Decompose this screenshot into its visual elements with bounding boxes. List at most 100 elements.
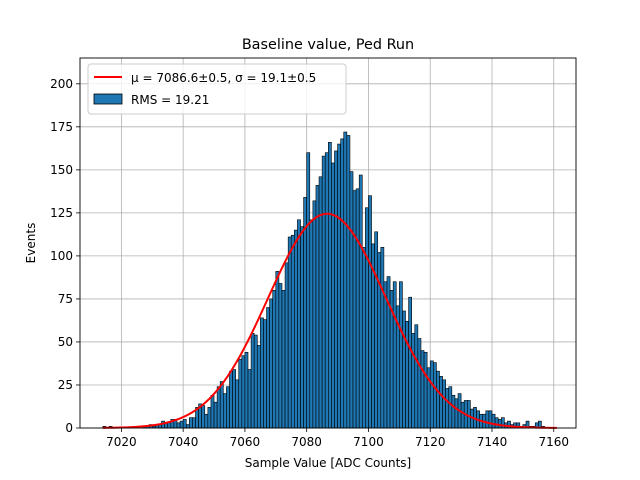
plot-frame bbox=[79, 57, 577, 429]
histogram-bar bbox=[392, 281, 397, 429]
histogram-bar bbox=[210, 395, 215, 429]
y-tick-label: 0 bbox=[65, 421, 73, 435]
histogram-bar bbox=[250, 333, 255, 429]
y-axis-label: Events bbox=[24, 223, 38, 264]
histogram-bar bbox=[260, 317, 264, 429]
histogram-bar bbox=[408, 296, 412, 429]
histogram-bar bbox=[337, 143, 341, 429]
x-tick-label: 7080 bbox=[291, 435, 322, 449]
histogram-bar bbox=[321, 155, 326, 429]
histogram-bar bbox=[312, 200, 317, 429]
histogram-bar bbox=[241, 355, 246, 429]
histogram-bar bbox=[328, 142, 332, 429]
histogram-bar bbox=[420, 350, 425, 429]
legend-hist-swatch bbox=[93, 93, 123, 105]
y-tick-label: 25 bbox=[58, 378, 73, 392]
histogram-bar bbox=[204, 413, 209, 429]
histogram-bar bbox=[331, 162, 335, 429]
histogram-bar bbox=[287, 236, 292, 429]
histogram-bar bbox=[460, 401, 465, 429]
histogram-bar bbox=[383, 281, 388, 429]
legend-fit-label: μ = 7086.6±0.5, σ = 19.1±0.5 bbox=[131, 71, 316, 85]
histogram-bar bbox=[238, 358, 243, 429]
histogram-bar bbox=[303, 197, 307, 429]
histogram-bar bbox=[263, 319, 267, 429]
histogram-bar bbox=[232, 369, 236, 429]
histogram-bar bbox=[235, 379, 240, 429]
histogram-bar bbox=[451, 395, 456, 429]
histogram-bar bbox=[324, 152, 329, 429]
histogram-bar bbox=[185, 424, 190, 429]
histogram-bar bbox=[219, 381, 224, 429]
histogram-bar bbox=[423, 351, 428, 429]
histogram-bar bbox=[213, 401, 218, 429]
histogram-bar bbox=[294, 229, 298, 429]
legend-box bbox=[87, 63, 347, 115]
histogram-bar bbox=[466, 400, 471, 429]
histogram-bar bbox=[179, 420, 184, 429]
x-tick-label: 7140 bbox=[477, 435, 508, 449]
histogram-bar bbox=[309, 219, 314, 429]
x-tick-label: 7040 bbox=[168, 435, 199, 449]
histogram-bar bbox=[399, 281, 403, 429]
histogram-bar bbox=[300, 226, 304, 429]
y-tick-label: 75 bbox=[58, 292, 73, 306]
histogram-bar bbox=[167, 422, 172, 429]
histogram-bar bbox=[226, 386, 230, 429]
y-tick-label: 200 bbox=[50, 77, 73, 91]
histogram-bar bbox=[417, 338, 422, 429]
histogram-bar bbox=[223, 393, 227, 429]
histogram-bar bbox=[433, 362, 437, 429]
histogram-bar bbox=[355, 188, 360, 429]
histogram-bar bbox=[368, 195, 372, 429]
histogram-bar bbox=[278, 283, 283, 429]
fit-curve bbox=[102, 212, 557, 429]
chart-title: Baseline value, Ped Run bbox=[242, 37, 414, 53]
histogram-bar bbox=[229, 370, 233, 429]
histogram-bar bbox=[402, 310, 406, 429]
histogram-bar bbox=[182, 419, 187, 429]
legend-hist-label: RMS = 19.21 bbox=[131, 93, 209, 107]
histogram-bar bbox=[491, 413, 496, 429]
histogram-bar bbox=[176, 422, 181, 429]
histogram-bar bbox=[448, 386, 453, 429]
x-tick-label: 7160 bbox=[538, 435, 569, 449]
histogram-bar bbox=[244, 351, 249, 429]
histogram-bar bbox=[346, 135, 351, 429]
x-tick-label: 7060 bbox=[230, 435, 261, 449]
histogram-bar bbox=[358, 174, 363, 429]
histogram-bar bbox=[349, 171, 354, 429]
histogram-bar bbox=[201, 405, 206, 429]
y-tick-label: 125 bbox=[50, 206, 73, 220]
histogram-bar bbox=[189, 417, 193, 429]
y-tick-label: 100 bbox=[50, 249, 73, 263]
histogram-bar bbox=[256, 345, 261, 429]
x-axis-label: Sample Value [ADC Counts] bbox=[245, 456, 411, 470]
histogram-bar bbox=[216, 386, 221, 429]
histogram-bar bbox=[340, 138, 345, 429]
histogram-bar bbox=[497, 419, 502, 429]
histogram-bar bbox=[454, 398, 459, 429]
histogram-bar bbox=[405, 321, 409, 429]
axis-ticks: 7020 7040 7060 7080 7100 7120 7140 7160 0 25 50 75 1… bbox=[50, 77, 569, 449]
histogram-bar bbox=[343, 131, 348, 429]
histogram-bar bbox=[284, 262, 289, 429]
histogram-bar bbox=[281, 290, 286, 429]
gaussian-fit bbox=[102, 212, 557, 429]
histogram-bar bbox=[436, 370, 440, 429]
histogram-bar bbox=[352, 190, 357, 429]
histogram-bar bbox=[488, 410, 493, 429]
histogram-bar bbox=[414, 324, 419, 429]
y-tick-label: 175 bbox=[50, 120, 73, 134]
histogram-bar bbox=[494, 417, 499, 429]
y-tick-label: 50 bbox=[58, 335, 73, 349]
x-tick-label: 7020 bbox=[106, 435, 137, 449]
histogram-bar bbox=[192, 417, 196, 429]
histogram-bar bbox=[380, 247, 385, 429]
histogram-bar bbox=[253, 334, 258, 429]
x-tick-label: 7100 bbox=[353, 435, 384, 449]
y-tick-label: 150 bbox=[50, 163, 73, 177]
x-tick-label: 7120 bbox=[415, 435, 446, 449]
histogram-bar bbox=[272, 290, 277, 429]
